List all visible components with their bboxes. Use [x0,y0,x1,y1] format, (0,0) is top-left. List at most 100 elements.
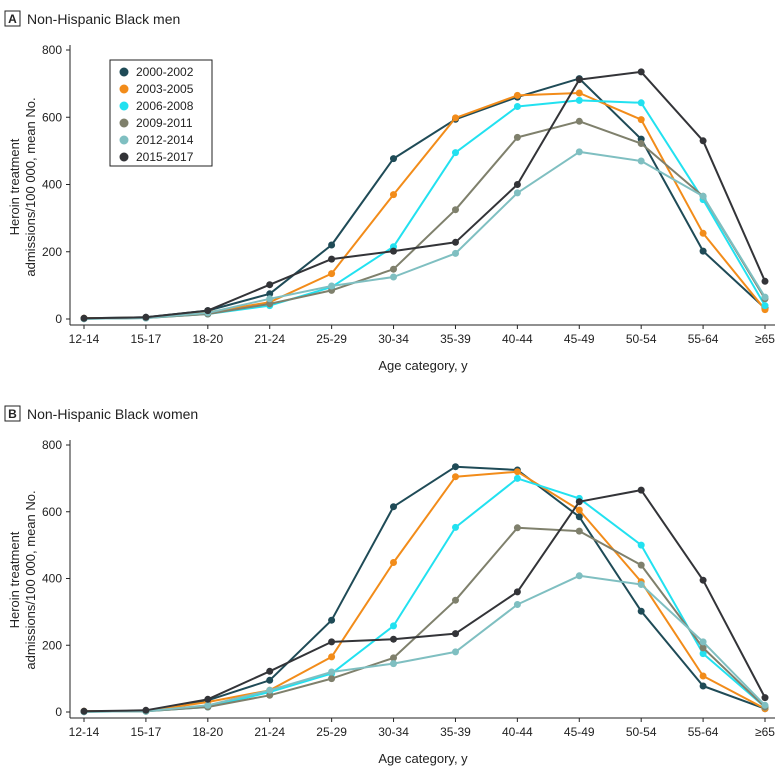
legend-label: 2012-2014 [136,133,194,147]
data-point [390,622,397,630]
data-point [452,238,459,246]
data-point [452,249,459,257]
panel-b-series-2012-2014 [80,572,769,716]
panel-b-axes: Heroin treatment admissions/100 000, mea… [7,440,775,766]
data-point [575,76,583,84]
data-point [761,293,769,301]
panel-b-y-tick-label: 200 [42,638,62,652]
panel-a-x-tick-label: 15-17 [131,332,162,346]
data-point [266,667,274,675]
data-point [80,707,88,715]
legend-marker [119,135,129,145]
panel-a-x-tick-label: 18-20 [192,332,223,346]
legend: 2000-2002 2003-2005 2006-2008 2009-2011 2012… [109,59,213,167]
legend-label: 2006-2008 [136,99,194,113]
panel-a-x-tick-label: 35-39 [440,332,471,346]
panel-a-letter: A [8,12,17,26]
data-point [513,468,521,476]
panel-b-x-tick-label: 15-17 [131,725,162,739]
data-point [513,189,521,197]
legend-items: 2000-2002 2003-2005 2006-2008 2009-2011 2012… [119,65,194,164]
data-point [637,157,645,165]
series-line [84,470,766,713]
panel-a-axes: Heroin treatment admissions/100 000, mea… [7,45,775,373]
data-point [390,265,397,273]
panel-a-x-tick-label: 55-64 [688,332,719,346]
data-point [513,133,521,141]
data-point [328,255,336,263]
data-point [699,682,707,690]
panel-b-x-axis-label: Age category, y [378,751,468,766]
legend-marker [119,118,129,128]
panel-b-x-tick-label: 35-39 [440,725,471,739]
panel-a-x-axis-label: Age category, y [378,358,468,373]
panel-a-x-tick-label: 40-44 [502,332,533,346]
data-point [637,486,645,494]
data-point [204,701,212,709]
data-point [266,686,274,694]
panel-b-header: B Non-Hispanic Black women [4,405,198,422]
data-point [80,314,88,322]
panel-b-letter-box [4,405,21,422]
data-point [328,675,336,683]
data-point [699,192,707,200]
data-point [575,498,583,506]
data-point [390,654,397,662]
data-point [390,191,397,199]
data-point [699,137,707,145]
series-line [83,574,766,713]
data-point [699,576,707,584]
data-point [761,694,769,702]
data-point [761,277,769,285]
data-point [637,116,645,124]
panel-b-x-tick-label: 40-44 [502,725,533,739]
data-point [266,295,274,303]
panel-b-x-tick-label: 12-14 [69,725,100,739]
series-line [83,526,766,713]
data-point [390,503,397,511]
data-point [761,701,769,709]
panel-b-x-tick-label: 21-24 [254,725,285,739]
panel-a-y-tick-label: 0 [55,312,62,326]
data-point [699,638,707,646]
series-line [83,489,766,713]
panel-b-y-tick-label: 400 [42,572,62,586]
panel-b-series [80,463,769,716]
panel-a-x-tick-label: 25-29 [316,332,347,346]
data-point [637,607,645,615]
data-point [637,581,645,588]
data-point [266,676,274,684]
data-point [328,270,336,278]
legend-marker [119,152,129,162]
legend-label: 2009-2011 [136,116,193,130]
panel-b-x-tick-label: 55-64 [688,725,719,739]
data-point [452,114,459,122]
data-point [328,668,336,676]
panel-a-x-tick-label: 50-54 [626,332,657,346]
data-point [761,302,769,310]
panel-a-letter-box [4,10,21,27]
data-point [452,463,459,471]
data-point [328,638,336,646]
panel-b-series-2003-2005 [80,468,769,715]
data-point [328,282,336,290]
legend-marker [119,84,129,94]
panel-a-x-tick-label: 45-49 [564,332,595,346]
series-line [83,150,766,320]
panel-b-x-tick-label: 25-29 [316,725,347,739]
panel-a-x-tick-label: 12-14 [69,332,100,346]
panel-a-x-tick-label: 21-24 [254,332,285,346]
data-point [575,527,583,535]
data-point [390,660,397,668]
panel-b-series-2015-2017 [80,486,769,715]
data-point [204,695,212,703]
panel-a-y-axis-label-line2: admissions/100 000, mean No. [23,97,38,276]
data-point [513,474,521,482]
data-point [390,247,397,255]
data-point [390,559,397,566]
data-point [390,635,397,643]
data-point [266,300,274,308]
legend-box [109,59,213,167]
data-point [452,596,459,604]
